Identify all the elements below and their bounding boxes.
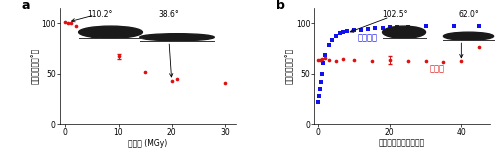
Point: [318, 58, 326, 61]
Text: a: a: [22, 0, 30, 12]
Point: [316, 87, 324, 90]
Point: [72, 25, 80, 27]
Point: [332, 35, 340, 38]
Point: [404, 60, 411, 63]
Ellipse shape: [444, 32, 494, 40]
X-axis label: 照射量 (MGy): 照射量 (MGy): [128, 139, 168, 148]
Point: [476, 46, 484, 49]
Ellipse shape: [140, 34, 214, 41]
Point: [458, 60, 466, 63]
X-axis label: 照射後経過時間（日）: 照射後経過時間（日）: [379, 139, 426, 148]
Point: [314, 59, 322, 62]
Point: [440, 61, 448, 64]
Point: [339, 58, 347, 61]
Point: [168, 79, 175, 82]
Point: [364, 28, 372, 30]
Text: b: b: [276, 0, 285, 12]
Point: [386, 59, 394, 62]
Point: [141, 70, 149, 73]
Point: [422, 25, 430, 27]
Point: [320, 62, 328, 65]
Point: [318, 72, 326, 75]
Point: [336, 32, 344, 35]
Point: [321, 54, 329, 57]
Point: [66, 22, 74, 24]
Point: [173, 77, 181, 80]
Point: [386, 26, 394, 28]
Text: 102.5°: 102.5°: [382, 10, 408, 18]
Point: [325, 44, 333, 47]
Point: [342, 30, 350, 32]
Point: [404, 26, 411, 28]
Point: [315, 94, 323, 97]
Point: [88, 35, 96, 38]
Point: [450, 25, 458, 27]
Point: [314, 100, 322, 103]
Point: [332, 60, 340, 63]
Point: [350, 29, 358, 31]
Point: [62, 21, 70, 23]
Point: [325, 59, 333, 62]
Point: [339, 31, 347, 33]
Point: [114, 55, 122, 58]
Point: [422, 60, 430, 63]
Text: 電子線: 電子線: [429, 65, 444, 73]
Point: [350, 59, 358, 62]
Point: [64, 22, 72, 24]
Text: 62.0°: 62.0°: [458, 10, 479, 18]
Y-axis label: 水の接触角（°）: 水の接触角（°）: [31, 48, 40, 84]
Point: [78, 30, 86, 32]
Point: [368, 60, 376, 63]
Point: [357, 29, 365, 31]
Point: [321, 57, 329, 60]
Circle shape: [382, 26, 426, 38]
Point: [328, 39, 336, 41]
Text: 110.2°: 110.2°: [87, 10, 112, 18]
Point: [393, 26, 401, 28]
Point: [476, 25, 484, 27]
Point: [372, 27, 380, 29]
Point: [378, 27, 386, 29]
Y-axis label: 水の接触角（°）: 水の接触角（°）: [286, 48, 294, 84]
Point: [221, 81, 229, 84]
Point: [317, 80, 325, 83]
Circle shape: [78, 26, 142, 38]
Text: プラズマ: プラズマ: [358, 33, 378, 42]
Point: [316, 59, 324, 62]
Text: 38.6°: 38.6°: [158, 10, 180, 18]
